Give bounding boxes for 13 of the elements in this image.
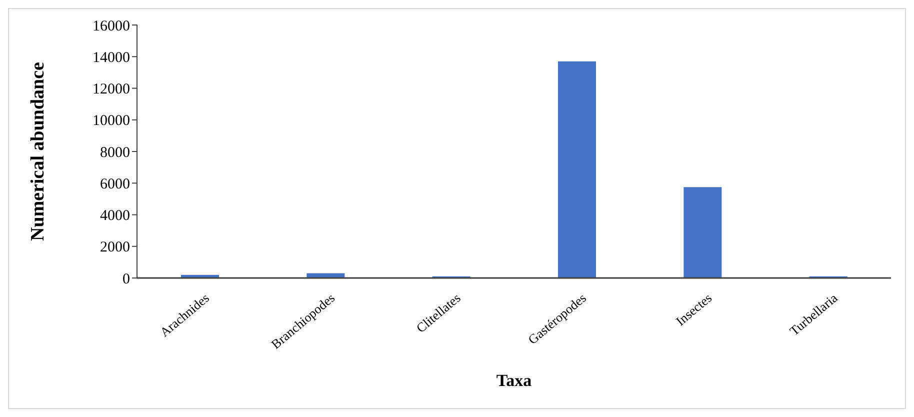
- y-axis-title: Numerical abundance: [28, 62, 49, 241]
- bar: [684, 187, 722, 278]
- y-tick-label: 0: [122, 271, 130, 288]
- y-tick-label: 6000: [100, 176, 130, 192]
- bar: [558, 61, 596, 278]
- y-tick-label: 4000: [100, 208, 130, 224]
- y-tick-label: 10000: [92, 113, 130, 130]
- y-tick-label: 12000: [92, 82, 130, 98]
- y-tick-label: 14000: [92, 50, 130, 66]
- x-axis-title: Taxa: [496, 371, 532, 390]
- y-tick-label: 8000: [100, 144, 130, 161]
- y-tick-label: 2000: [100, 240, 130, 256]
- y-tick-label: 16000: [92, 18, 130, 34]
